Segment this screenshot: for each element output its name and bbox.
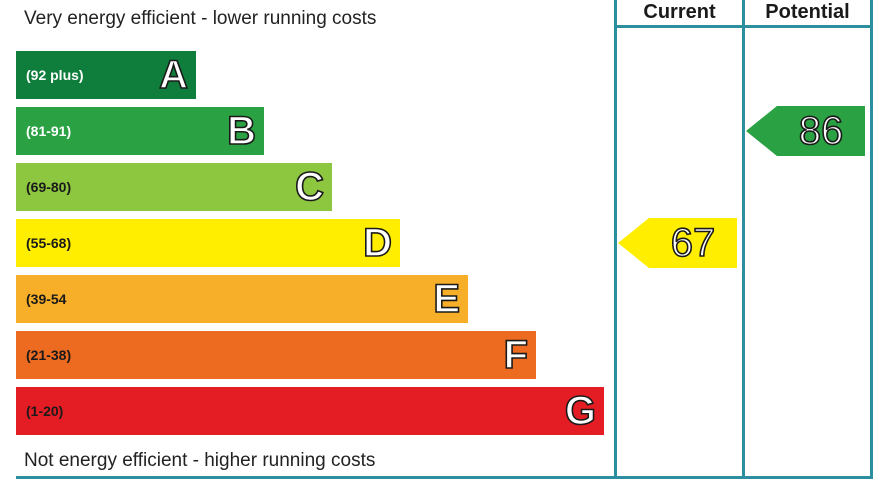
- bottom-caption: Not energy efficient - higher running co…: [24, 450, 376, 471]
- band-c-range: (69-80): [26, 179, 72, 195]
- table-bottom-rule: [16, 476, 873, 479]
- band-a-letter: A: [158, 52, 188, 98]
- band-e-range: (39-54: [26, 291, 67, 307]
- band-b-letter: B: [226, 108, 256, 154]
- band-a-range: (92 plus): [26, 67, 84, 83]
- table-middle-rule: [742, 0, 745, 478]
- band-d: (55-68) D: [16, 219, 400, 267]
- band-d-letter: D: [362, 220, 392, 266]
- band-d-range: (55-68): [26, 235, 72, 251]
- table-header-rule: [614, 25, 873, 28]
- band-c: (69-80) C: [16, 163, 332, 211]
- arrow-current-value: 67: [670, 220, 716, 266]
- band-b: (81-91) B: [16, 107, 264, 155]
- band-f-range: (21-38): [26, 347, 72, 363]
- top-caption: Very energy efficient - lower running co…: [24, 8, 377, 29]
- table-right-rule: [870, 0, 873, 478]
- band-f-letter: F: [503, 332, 529, 378]
- band-g-letter: G: [564, 388, 597, 434]
- band-f: (21-38) F: [16, 331, 536, 379]
- band-g: (1-20) G: [16, 387, 604, 435]
- band-a: (92 plus) A: [16, 51, 196, 99]
- band-e: (39-54 E: [16, 275, 468, 323]
- arrow-current: 67: [618, 218, 737, 268]
- table-left-rule: [614, 0, 617, 478]
- column-header-potential: Potential: [765, 1, 850, 23]
- arrow-potential-value: 86: [798, 108, 844, 154]
- band-g-range: (1-20): [26, 403, 64, 419]
- arrow-potential: 86: [746, 106, 865, 156]
- column-header-current: Current: [643, 1, 716, 23]
- band-c-letter: C: [294, 164, 324, 210]
- band-e-letter: E: [433, 276, 461, 322]
- band-b-range: (81-91): [26, 123, 72, 139]
